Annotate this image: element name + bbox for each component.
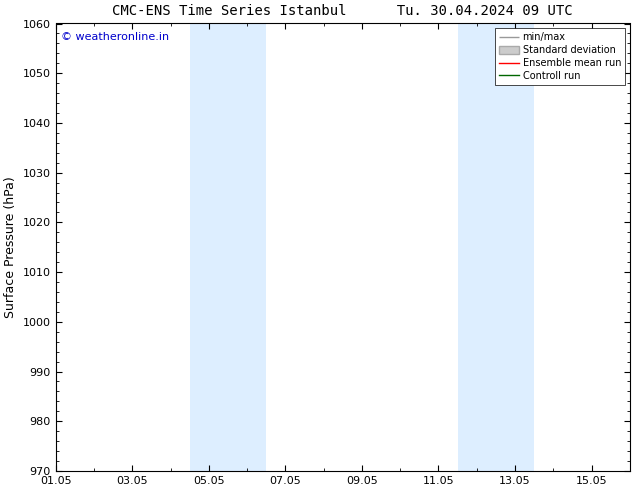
Title: CMC-ENS Time Series Istanbul      Tu. 30.04.2024 09 UTC: CMC-ENS Time Series Istanbul Tu. 30.04.2… bbox=[112, 4, 573, 18]
Y-axis label: Surface Pressure (hPa): Surface Pressure (hPa) bbox=[4, 176, 17, 318]
Bar bbox=[190, 24, 228, 471]
Bar bbox=[228, 24, 266, 471]
Bar bbox=[458, 24, 496, 471]
Text: © weatheronline.in: © weatheronline.in bbox=[61, 32, 169, 43]
Legend: min/max, Standard deviation, Ensemble mean run, Controll run: min/max, Standard deviation, Ensemble me… bbox=[495, 28, 625, 85]
Bar bbox=[496, 24, 534, 471]
